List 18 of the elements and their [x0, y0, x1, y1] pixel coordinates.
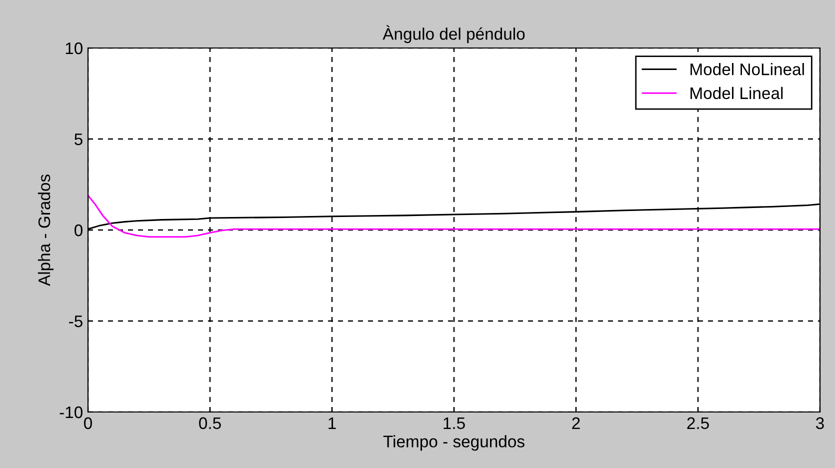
x-tick-label: 1.5: [444, 417, 465, 430]
x-tick-label: 1: [328, 417, 336, 429]
legend-label: Model NoLineal: [690, 63, 804, 76]
legend-label: Model Lineal: [690, 86, 783, 100]
y-tick-label: 10: [66, 42, 82, 54]
x-tick-label: 0.5: [199, 417, 221, 430]
x-tick-label: 2: [572, 417, 580, 429]
y-tick-label: -5: [69, 316, 82, 328]
y-tick-label: 0: [74, 224, 82, 236]
y-tick-label: -10: [60, 406, 82, 418]
line-series: [88, 194, 820, 238]
x-tick-label: 3: [816, 417, 824, 430]
y-tick-label: 5: [74, 134, 82, 146]
x-tick-label: 2.5: [687, 417, 709, 430]
x-tick-label: 0: [84, 417, 92, 430]
x-axis-title: Tiempo - segundos: [383, 435, 524, 451]
y-axis-title: Alpha - Grados: [38, 174, 54, 286]
chart-title: Àngulo del péndulo: [382, 25, 525, 44]
